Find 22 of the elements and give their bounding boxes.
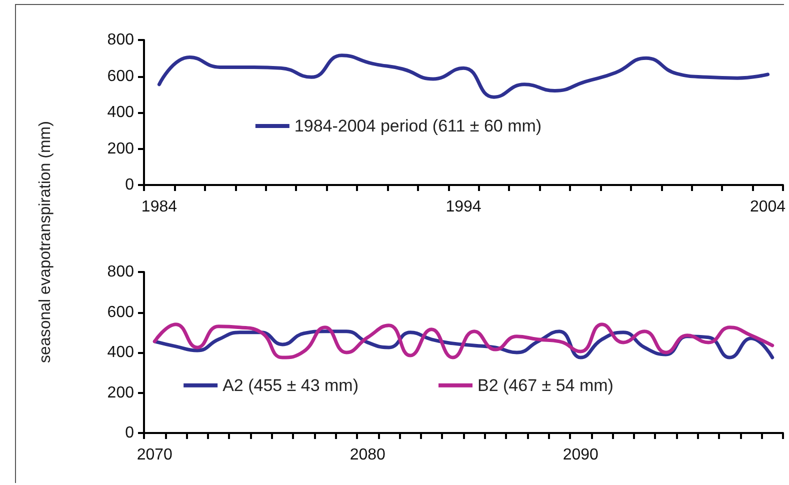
y-tick-label: 200 [107, 140, 134, 158]
y-tick-label: 0 [125, 424, 134, 442]
y-tick-label: 200 [107, 384, 134, 402]
x-tick-label: 2090 [562, 446, 599, 464]
x-tick-label: 1994 [446, 198, 482, 216]
y-tick-label: 400 [107, 344, 134, 361]
x-tick-label: 2080 [350, 446, 386, 464]
legend-label: B2 (467 ± 54 mm) [478, 376, 614, 395]
x-tick-label: 2070 [136, 446, 173, 464]
y-tick-label: 600 [107, 68, 134, 85]
legend-label: A2 (455 ± 43 mm) [222, 376, 359, 395]
line-series [157, 54, 770, 99]
y-axis-title: seasonal evapotranspiration (mm) [37, 121, 55, 363]
line-series [152, 322, 774, 360]
y-tick-label: 800 [107, 32, 134, 48]
y-tick-label: 800 [107, 264, 134, 280]
x-tick-label: 1984 [141, 198, 178, 216]
legend-label: 1984-2004 period (611 ± 60 mm) [294, 116, 542, 136]
x-tick-label: 2004 [750, 198, 786, 216]
y-tick-label: 400 [107, 104, 134, 121]
y-tick-label: 600 [107, 304, 134, 321]
y-tick-label: 0 [125, 176, 134, 194]
